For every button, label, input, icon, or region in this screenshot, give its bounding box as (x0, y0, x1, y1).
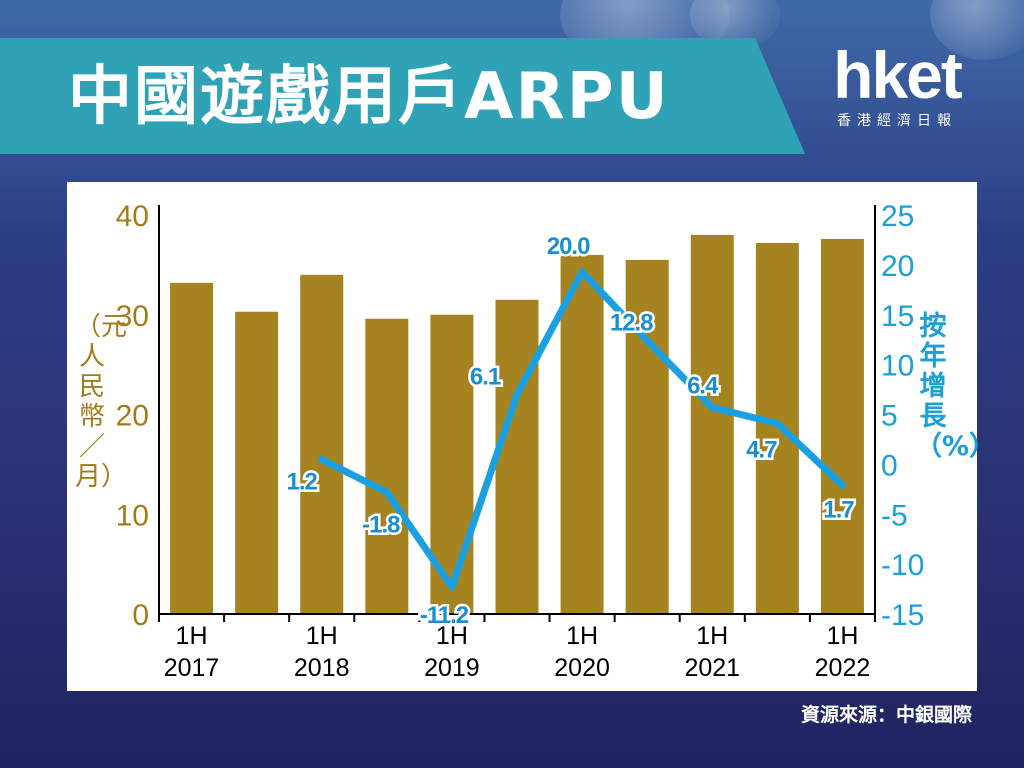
data-label: -1.8 (362, 511, 400, 538)
line-point (578, 268, 586, 276)
x-tick-label: 1H (176, 622, 208, 650)
line-point (708, 404, 716, 412)
bar (625, 259, 669, 614)
y-tick-label-left: 20 (116, 400, 149, 433)
y-tick-label-right: -5 (881, 499, 908, 532)
line-point (383, 488, 391, 496)
page-title: 中國遊戲用戶ARPU (68, 60, 670, 134)
line-point (448, 583, 456, 591)
x-tick-label: 2021 (684, 654, 740, 682)
x-tick-label: 1H (566, 622, 598, 650)
bar (170, 282, 214, 614)
bar (820, 238, 864, 614)
data-label: 6.4 (687, 373, 719, 400)
data-label: 12.8 (610, 310, 653, 337)
y-tick-label-right: -10 (881, 549, 924, 582)
x-tick-label: 2019 (424, 654, 480, 682)
y-axis-left-label: （元人民幣／月） (75, 312, 128, 492)
logo-subtitle: 香港經濟日報 (837, 113, 957, 129)
line-point (513, 391, 521, 399)
x-tick-label: 2020 (554, 654, 610, 682)
data-label: -11.2 (420, 602, 469, 629)
y-tick-label-right: 15 (881, 300, 914, 333)
y-tick-label-right: -15 (881, 599, 924, 632)
source-note: 資源來源：中銀國際 (800, 704, 972, 726)
y-tick-label-left: 10 (116, 499, 149, 532)
line-point (773, 419, 781, 427)
x-tick-label: 2017 (164, 654, 220, 682)
y-tick-label-right: 25 (881, 200, 914, 233)
bar (495, 299, 539, 614)
data-label: 6.1 (470, 364, 501, 391)
line-point (318, 455, 326, 463)
chart-panel: 0 10 20 30 40 -15 -10 -5 0 5 10 15 20 25 1H 2017 1H 2018 1… (67, 182, 997, 691)
y-tick-label-left: 40 (116, 200, 149, 233)
arpu-chart: 0 10 20 30 40 -15 -10 -5 0 5 10 15 20 25 1H 2017 1H 2018 1… (116, 200, 925, 682)
y-tick-label-right: 20 (881, 250, 914, 283)
data-label: 20.0 (547, 233, 590, 260)
y-axis-right-label: 按年增長（%） (915, 311, 997, 462)
logo-wordmark: hket (833, 38, 963, 112)
bar (365, 318, 409, 614)
data-label: 1.2 (287, 468, 318, 495)
y-tick-label-left: 30 (116, 300, 149, 333)
bar (560, 254, 604, 614)
bar (755, 242, 799, 614)
x-tick-label: 2022 (815, 654, 871, 682)
x-tick-label: 1H (436, 622, 468, 650)
x-tick-label: 1H (696, 622, 728, 650)
y-tick-label-right: 5 (881, 400, 898, 433)
data-label: 1.7 (823, 496, 854, 523)
title-banner (0, 38, 805, 154)
bar (690, 234, 734, 614)
bar (235, 311, 279, 614)
y-tick-label-right: 10 (881, 350, 914, 383)
x-tick-label: 1H (306, 622, 338, 650)
hket-logo: hket 香港經濟日報 (812, 42, 982, 132)
y-tick-label-right: 0 (881, 449, 898, 482)
data-label: 4.7 (746, 436, 777, 463)
bar (300, 274, 344, 614)
y-tick-label-left: 0 (132, 599, 149, 632)
line-point (838, 481, 846, 489)
line-point (643, 337, 651, 345)
x-tick-label: 2018 (294, 654, 350, 682)
x-tick-label: 1H (826, 622, 858, 650)
